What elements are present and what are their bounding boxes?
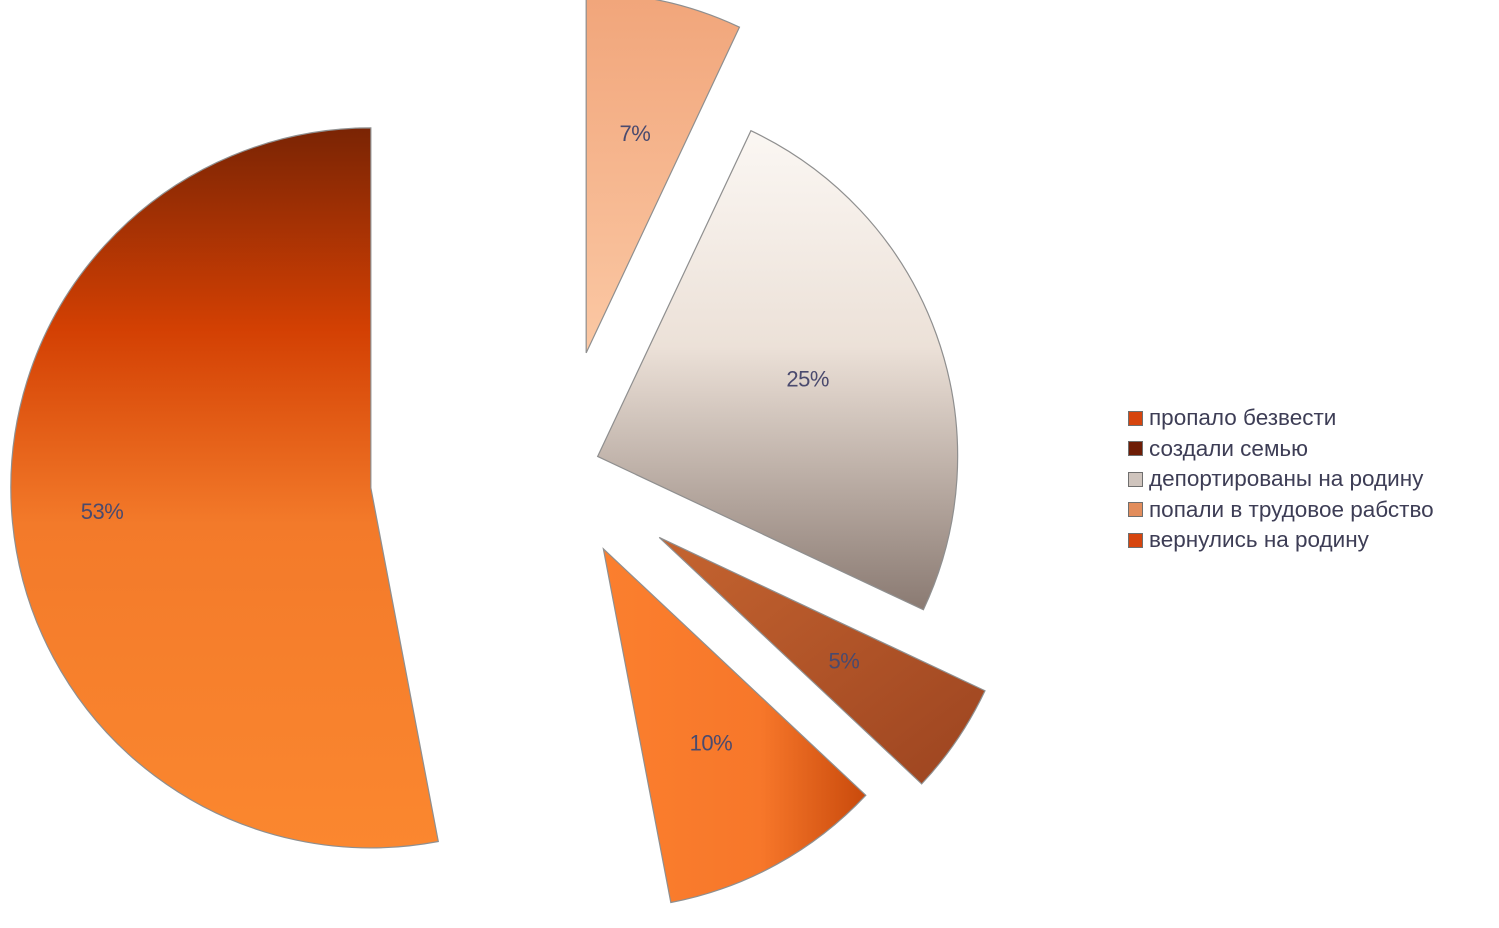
legend-swatch: [1128, 471, 1143, 487]
legend-label: создали семью: [1149, 435, 1309, 461]
legend-label: депортированы на родину: [1149, 466, 1424, 491]
pie-slice: [585, 0, 741, 354]
legend-item-deported: депортированы на родину: [1128, 464, 1434, 495]
pie-slice: [658, 536, 986, 785]
slice-value-label: 53%: [81, 499, 124, 524]
legend-swatch: [1128, 441, 1143, 457]
legend-item-returned: вернулись на родину: [1128, 525, 1434, 556]
pie-slice: [10, 127, 440, 849]
slice-value-label: 5%: [828, 649, 859, 674]
slice-value-label: 25%: [786, 367, 829, 392]
legend-label: вернулись на родину: [1149, 527, 1369, 552]
pie-slice: [596, 129, 959, 611]
legend-label: попали в трудовое рабство: [1149, 496, 1434, 522]
legend-swatch: [1128, 532, 1143, 548]
legend-item-missing: пропало безвести: [1128, 403, 1434, 434]
legend: пропало безвести создали семью депортиро…: [1128, 403, 1434, 556]
legend-swatch: [1128, 410, 1143, 426]
slice-value-label: 10%: [690, 730, 733, 755]
legend-label: пропало безвести: [1149, 405, 1337, 430]
legend-swatch: [1128, 502, 1143, 518]
slice-value-label: 7%: [619, 121, 650, 146]
pie-value-labels: 53% 10% 5% 25% 7%: [81, 121, 860, 755]
legend-item-labor: попали в трудовое рабство: [1128, 495, 1434, 526]
pie-slice: [602, 547, 867, 904]
legend-item-family: создали семью: [1128, 434, 1434, 465]
pie-slices: [10, 0, 986, 904]
